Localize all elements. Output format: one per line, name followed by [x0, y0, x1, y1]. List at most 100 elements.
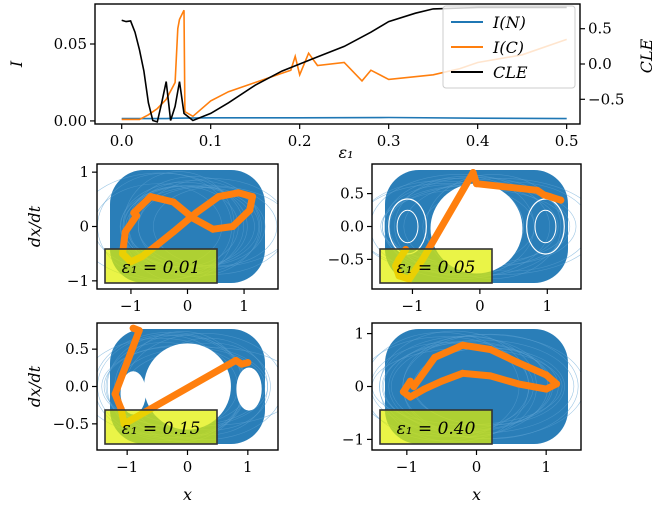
section-point — [133, 212, 141, 220]
section-point — [152, 242, 160, 250]
epsilon-annotation-label: ε₁ = 0.40 — [397, 419, 476, 439]
section-point — [533, 186, 541, 194]
section-curve — [399, 341, 561, 401]
section-point — [420, 385, 428, 393]
section-point — [189, 214, 197, 222]
epsilon-annotation-box — [379, 409, 493, 445]
section-point — [459, 369, 467, 377]
panel-x-tick-label: −1 — [120, 297, 142, 315]
panel-y-tick-label: −1 — [67, 272, 89, 290]
panel-x-tick-label: 0 — [183, 297, 193, 315]
panel-x-tick-label: 1 — [239, 297, 249, 315]
panel-x-tick-label: 1 — [543, 297, 553, 315]
epsilon-annotation-box — [379, 248, 493, 284]
panel-x-tick-label: 0 — [472, 458, 482, 476]
section-point — [406, 377, 414, 385]
epsilon-annotation-label: ε₁ = 0.15 — [122, 419, 201, 439]
panel-x-tick-label: 1 — [243, 458, 253, 476]
legend-label: CLE — [493, 63, 528, 82]
section-point — [542, 385, 550, 393]
panel-y-axis-label: dx/dt — [25, 365, 44, 407]
section-point — [459, 341, 467, 349]
section-point — [542, 371, 550, 379]
section-point — [514, 380, 522, 388]
section-point — [147, 193, 155, 201]
section-point — [514, 359, 522, 367]
section-point — [229, 223, 237, 230]
panel-y-tick-label: −0.5 — [53, 415, 89, 433]
section-point — [486, 345, 494, 353]
top-y-axis-label: I — [7, 60, 26, 68]
section-point — [246, 206, 254, 214]
panel-x-tick-label: 1 — [541, 458, 551, 476]
panel-y-tick-label: 1 — [79, 163, 89, 181]
section-point — [169, 228, 177, 236]
section-point — [169, 198, 177, 206]
top-x-tick-label: 0.1 — [199, 132, 223, 150]
panel-x-tick-label: −1 — [396, 458, 418, 476]
section-point — [473, 180, 480, 188]
panel-x-tick-label: −1 — [116, 458, 138, 476]
panel-x-tick-label: 0 — [183, 458, 193, 476]
panel-y-tick-label: 0.0 — [340, 218, 364, 236]
section-point — [486, 372, 494, 380]
attractor-inner-hole — [236, 367, 262, 411]
epsilon-annotation-box — [104, 248, 218, 284]
panel-y-tick-label: 0 — [354, 378, 364, 396]
panel-x-axis-label: x — [472, 485, 481, 504]
section-point — [111, 390, 119, 398]
section-point — [540, 191, 548, 199]
top-y-tick-label: 0.05 — [54, 35, 87, 53]
legend-label: I(C) — [492, 38, 524, 57]
section-point — [244, 359, 252, 367]
top-x-tick-label: 0.3 — [377, 132, 401, 150]
section-point — [238, 360, 246, 368]
top-x-tick-label: 0.4 — [466, 132, 490, 150]
section-point — [121, 228, 129, 236]
panel-y-tick-label: 0 — [79, 218, 89, 236]
top-y-tick-label: 0.00 — [54, 112, 87, 130]
section-point — [399, 388, 407, 396]
panel-x-tick-label: −1 — [401, 297, 423, 315]
section-point — [209, 225, 217, 233]
section-point — [129, 324, 137, 332]
epsilon-annotation-label: ε₁ = 0.01 — [122, 258, 201, 278]
top-y2-tick-label: −0.5 — [588, 90, 624, 108]
legend-label: I(N) — [492, 13, 526, 32]
panel-y-axis-label: dx/dt — [25, 205, 44, 247]
section-point — [215, 193, 223, 201]
section-point — [232, 356, 240, 364]
section-point — [557, 196, 565, 204]
panel-x-axis-label: x — [183, 485, 192, 504]
top-x-tick-label: 0.0 — [110, 132, 134, 150]
panel-y-tick-label: 1 — [354, 325, 364, 343]
top-x-tick-label: 0.5 — [555, 132, 579, 150]
top-y2-tick-label: 0.5 — [588, 20, 612, 38]
panel-y-tick-label: −0.5 — [328, 250, 364, 268]
section-point — [438, 377, 446, 385]
panel-y-tick-label: 0.0 — [65, 378, 89, 396]
attractor-inner-loop — [534, 209, 557, 244]
section-point — [249, 193, 257, 201]
section-point — [431, 353, 439, 361]
section-point — [410, 383, 418, 390]
series-line-ic — [121, 9, 567, 121]
section-point — [234, 189, 242, 197]
panel-x-tick-label: 0 — [475, 297, 485, 315]
section-point — [192, 209, 200, 217]
series-line-in — [121, 116, 567, 120]
legend-box — [442, 5, 576, 89]
section-point — [135, 326, 143, 334]
attractor-inner-hole — [120, 371, 146, 415]
top-y2-tick-label: 0.0 — [588, 55, 612, 73]
section-point — [406, 393, 414, 401]
panel-y-tick-label: 0.5 — [65, 340, 89, 358]
top-y2-axis-label: CLE — [637, 38, 656, 73]
series-line-cle — [121, 6, 567, 123]
attractor-inner-loop — [396, 209, 419, 244]
section-point — [553, 380, 561, 388]
section-point — [469, 169, 477, 177]
panel-y-tick-label: −1 — [342, 430, 364, 448]
top-series-group — [121, 6, 567, 123]
